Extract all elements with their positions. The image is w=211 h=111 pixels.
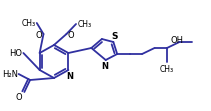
Text: CH₃: CH₃ [78, 20, 92, 29]
Text: CH₃: CH₃ [160, 65, 174, 74]
Text: H₂N: H₂N [2, 69, 18, 78]
Text: O: O [68, 31, 74, 40]
Text: O: O [36, 31, 43, 40]
Text: O: O [16, 93, 22, 102]
Text: CH₃: CH₃ [22, 19, 36, 28]
Text: HO: HO [9, 49, 22, 57]
Text: N: N [66, 72, 73, 81]
Text: S: S [111, 32, 118, 41]
Text: OH: OH [171, 36, 184, 45]
Text: N: N [101, 62, 108, 71]
